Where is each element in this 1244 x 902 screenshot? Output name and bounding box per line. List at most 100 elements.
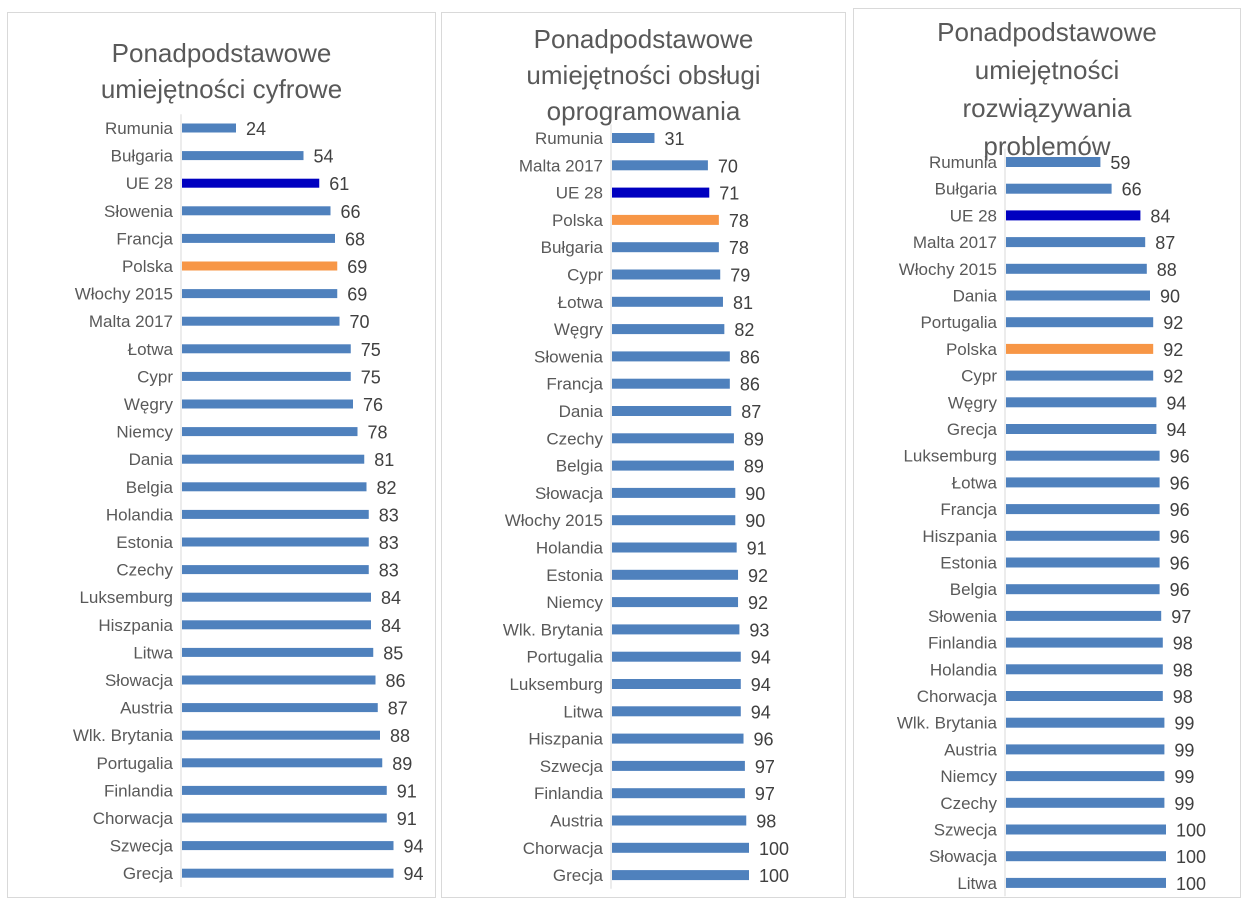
data-label: 96 <box>1170 527 1190 547</box>
bar <box>1006 771 1165 782</box>
data-label: 96 <box>1170 500 1190 520</box>
category-label: Finlandia <box>104 781 174 800</box>
data-label: 75 <box>361 340 381 360</box>
category-label: Luksemburg <box>509 675 603 694</box>
data-label: 94 <box>751 648 771 668</box>
category-label: Luksemburg <box>79 588 173 607</box>
category-label: Luksemburg <box>903 447 997 466</box>
category-label: Słowenia <box>534 347 604 366</box>
bar <box>612 378 730 389</box>
bar <box>612 760 745 771</box>
category-label: Niemcy <box>546 593 603 612</box>
bar <box>1006 317 1154 328</box>
category-label: Portugalia <box>920 313 997 332</box>
bar <box>1006 343 1154 354</box>
bar <box>182 206 331 216</box>
data-label: 90 <box>745 484 765 504</box>
bar <box>612 460 734 471</box>
category-label: Belgia <box>556 457 604 476</box>
category-label: Wlk. Brytania <box>73 726 174 745</box>
data-label: 94 <box>404 837 424 857</box>
category-label: Rumunia <box>929 153 998 172</box>
category-label: Austria <box>120 699 173 718</box>
bar <box>612 269 721 280</box>
data-label: 97 <box>755 784 775 804</box>
data-label: 87 <box>741 402 761 422</box>
bar <box>1006 877 1166 888</box>
data-label: 88 <box>390 726 410 746</box>
data-label: 87 <box>1155 233 1175 253</box>
data-label: 86 <box>740 347 760 367</box>
bar <box>1006 397 1157 408</box>
data-label: 100 <box>1176 821 1206 841</box>
bar <box>182 841 394 851</box>
bar <box>612 706 741 717</box>
data-label: 99 <box>1174 740 1194 760</box>
data-label: 94 <box>751 675 771 695</box>
data-label: 68 <box>345 229 365 249</box>
category-label: Estonia <box>940 554 997 573</box>
data-label: 70 <box>718 156 738 176</box>
chart-title-line: rozwiązywania <box>962 93 1132 123</box>
category-label: UE 28 <box>950 206 997 225</box>
chart-title-line: umiejętności <box>974 55 1120 85</box>
data-label: 98 <box>756 812 776 832</box>
bar <box>182 620 371 630</box>
bar <box>612 433 734 444</box>
data-label: 94 <box>751 702 771 722</box>
data-label: 78 <box>368 423 388 443</box>
category-label: Szwecja <box>540 757 604 776</box>
bar <box>182 316 340 326</box>
category-label: Łotwa <box>128 340 174 359</box>
data-label: 91 <box>397 781 417 801</box>
category-label: Węgry <box>124 395 174 414</box>
category-label: Niemcy <box>940 767 997 786</box>
data-label: 66 <box>1122 180 1142 200</box>
category-label: Chorwacja <box>93 809 174 828</box>
bar <box>612 324 725 335</box>
category-label: Litwa <box>957 874 997 893</box>
bar <box>612 597 739 608</box>
data-label: 94 <box>1166 420 1186 440</box>
category-label: Hiszpania <box>98 616 173 635</box>
category-label: Wlk. Brytania <box>503 620 604 639</box>
category-label: Malta 2017 <box>913 233 997 252</box>
category-label: Czechy <box>546 429 603 448</box>
category-label: Estonia <box>546 566 603 585</box>
bar <box>1006 744 1165 755</box>
category-label: Malta 2017 <box>89 312 173 331</box>
category-label: Chorwacja <box>523 839 604 858</box>
category-label: Francja <box>940 500 997 519</box>
bar <box>612 515 736 526</box>
data-label: 100 <box>1176 874 1206 894</box>
data-label: 84 <box>1150 206 1170 226</box>
category-label: Szwecja <box>110 837 174 856</box>
bar <box>182 123 236 133</box>
category-label: Malta 2017 <box>519 156 603 175</box>
data-label: 92 <box>748 566 768 586</box>
bar <box>612 214 719 225</box>
bar <box>612 569 739 580</box>
data-label: 69 <box>347 257 367 277</box>
data-label: 99 <box>1174 714 1194 734</box>
category-label: Czechy <box>116 561 173 580</box>
data-label: 75 <box>361 367 381 387</box>
category-label: Polska <box>122 257 174 276</box>
bar <box>1006 557 1160 568</box>
data-label: 24 <box>246 119 266 139</box>
data-label: 31 <box>664 129 684 149</box>
chart-panel-software: Ponadpodstawowe umiejętności obsługi opr… <box>441 12 846 898</box>
bar <box>182 785 387 795</box>
data-label: 93 <box>749 620 769 640</box>
data-label: 92 <box>1163 340 1183 360</box>
data-label: 69 <box>347 285 367 305</box>
bar <box>1006 717 1165 728</box>
chart-title-line: Ponadpodstawowe <box>533 24 754 54</box>
data-label: 94 <box>404 864 424 884</box>
category-label: Łotwa <box>952 473 998 492</box>
category-label: Grecja <box>553 866 604 885</box>
category-label: Szwecja <box>934 821 998 840</box>
data-label: 83 <box>379 533 399 553</box>
category-label: Austria <box>550 812 603 831</box>
bar <box>612 815 747 826</box>
